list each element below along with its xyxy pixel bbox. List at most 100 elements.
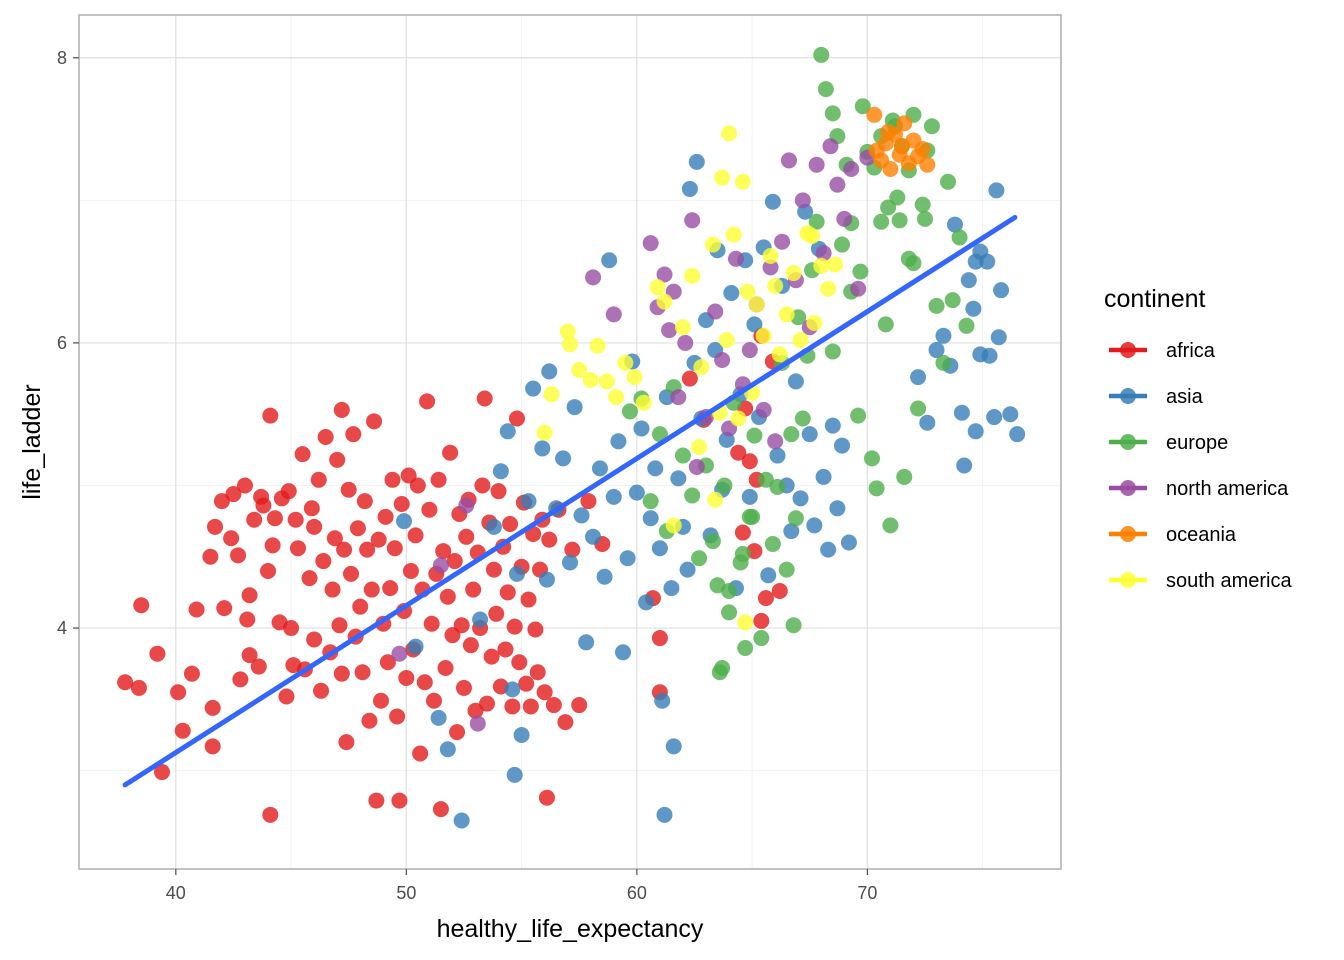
data-point-asia [742,489,758,505]
data-point-europe [873,214,889,230]
data-point-north-america [391,646,407,662]
data-point-africa [295,446,311,462]
data-point-africa [345,426,361,442]
data-point-africa [364,582,380,598]
legend-key-point-europe [1120,434,1136,450]
data-point-europe [945,292,961,308]
data-point-europe [924,118,940,134]
data-point-north-america [728,251,744,267]
data-point-north-america [707,304,723,320]
data-point-asia [968,423,984,439]
data-point-north-america [795,192,811,208]
data-point-asia [555,450,571,466]
data-point-africa [426,693,442,709]
data-point-asia [504,681,520,697]
data-point-south-america [590,338,606,354]
data-point-africa [170,684,186,700]
data-point-asia [1002,406,1018,422]
data-point-africa [306,631,322,647]
data-point-asia [486,519,502,535]
data-point-africa [385,472,401,488]
data-point-europe [834,237,850,253]
data-point-asia [643,510,659,526]
data-point-asia [723,285,739,301]
data-point-africa [205,700,221,716]
legend-label-africa: africa [1166,340,1216,362]
legend-label-north-america: north america [1166,478,1289,500]
data-point-south-america [772,346,788,362]
data-point-africa [230,547,246,563]
data-point-asia [585,529,601,545]
data-point-asia [820,542,836,558]
data-point-africa [278,688,294,704]
data-point-africa [491,483,507,499]
data-point-europe [880,199,896,215]
data-point-africa [488,606,504,622]
data-point-africa [530,664,546,680]
data-point-africa [350,520,366,536]
data-point-europe [705,533,721,549]
data-point-south-america [737,614,753,630]
data-point-south-america [779,306,795,322]
data-point-oceania [882,161,898,177]
data-point-europe [850,408,866,424]
data-point-africa [318,429,334,445]
data-point-europe [779,562,795,578]
data-point-asia [574,507,590,523]
data-point-africa [265,537,281,553]
data-point-north-america [684,212,700,228]
data-point-africa [735,525,751,541]
data-point-asia [615,644,631,660]
data-point-south-america [608,389,624,405]
data-point-africa [521,592,537,608]
data-point-africa [758,590,774,606]
data-point-south-america [714,170,730,186]
data-point-africa [412,746,428,762]
data-point-oceania [866,107,882,123]
data-point-africa [315,553,331,569]
data-point-south-america [562,336,578,352]
data-point-south-america [675,319,691,335]
data-point-europe [643,493,659,509]
data-point-africa [546,697,562,713]
data-point-africa [304,500,320,516]
data-point-south-america [583,372,599,388]
data-point-africa [334,402,350,418]
data-point-europe [940,174,956,190]
data-point-asia [408,639,424,655]
data-point-africa [389,708,405,724]
data-point-asia [1009,426,1025,442]
data-point-africa [477,391,493,407]
data-point-north-america [767,433,783,449]
data-point-africa [537,684,553,700]
data-point-north-america [836,211,852,227]
data-point-asia [793,490,809,506]
data-point-europe [765,536,781,552]
data-point-asia [647,460,663,476]
data-point-asia [806,517,822,533]
data-point-africa [237,477,253,493]
data-point-asia [988,182,1004,198]
data-point-south-america [705,237,721,253]
legend-label-south-america: south america [1166,570,1292,592]
data-point-asia [654,693,670,709]
data-point-asia [578,634,594,650]
data-point-asia [509,566,525,582]
data-point-asia [829,500,845,516]
data-point-south-america [636,395,652,411]
data-point-south-america [707,492,723,508]
data-point-south-america [806,315,822,331]
data-point-north-america [661,322,677,338]
data-point-south-america [693,359,709,375]
data-point-europe [929,298,945,314]
data-point-africa [511,654,527,670]
legend-key-point-north-america [1120,480,1136,496]
data-point-africa [449,724,465,740]
data-point-africa [652,630,668,646]
data-point-europe [917,211,933,227]
data-point-asia [633,420,649,436]
y-axis-ticks: 468 [57,48,79,638]
data-point-africa [281,483,297,499]
data-point-africa [523,698,539,714]
data-point-south-america [767,278,783,294]
